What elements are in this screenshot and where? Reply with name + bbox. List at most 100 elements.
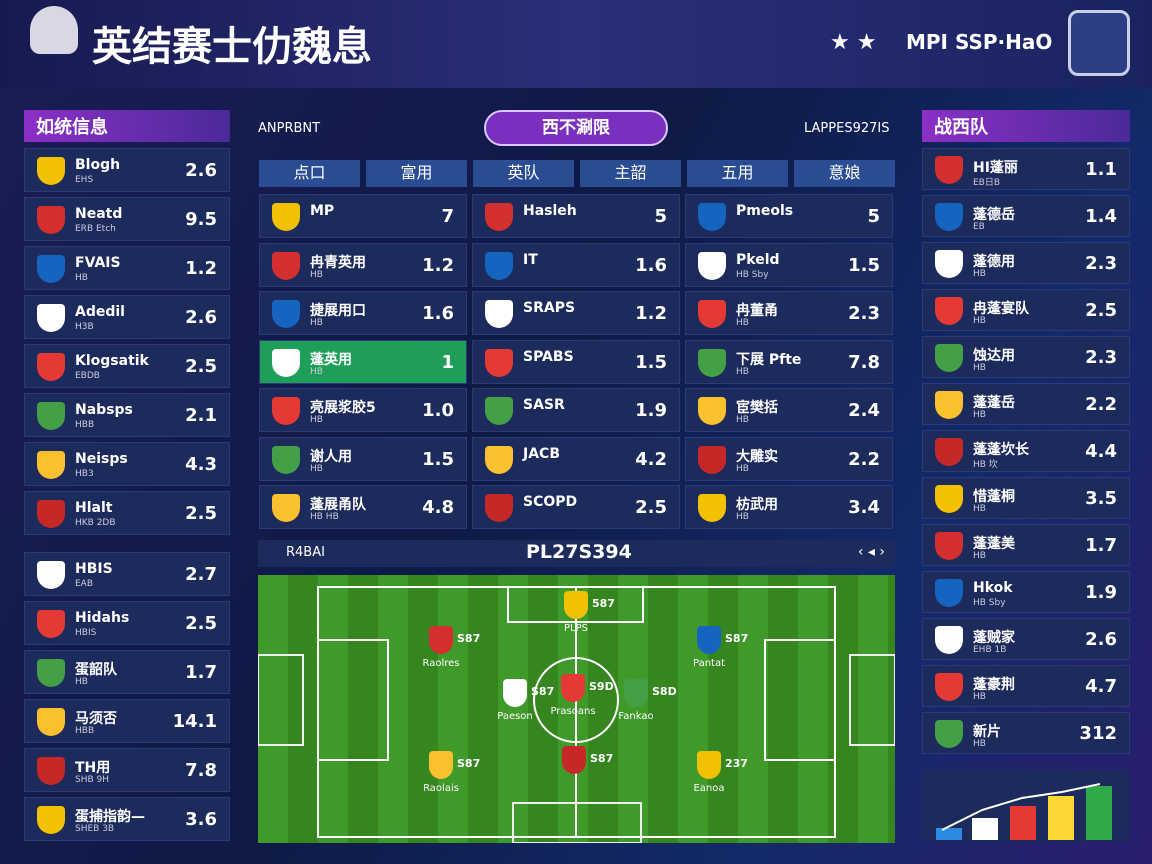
column-header: 五用	[687, 160, 788, 187]
row-sub: HB	[973, 269, 986, 279]
flag	[485, 348, 513, 377]
row-sub: SHEB 3B	[75, 824, 115, 834]
row-sub: SHB 9H	[75, 775, 110, 785]
row-name: 蓬蓬岳	[973, 395, 1015, 411]
row-name: 蓬德岳	[973, 207, 1015, 223]
flag	[485, 251, 513, 280]
row-value: 1.5	[422, 448, 454, 470]
row-sub: HB	[310, 415, 323, 425]
column-header: 主韶	[580, 160, 681, 187]
flag	[37, 757, 65, 785]
row-name: HI蓬丽	[973, 160, 1018, 176]
player-name: Fankao	[618, 711, 654, 722]
row-name: Hasleh	[523, 203, 577, 219]
flag	[485, 494, 513, 522]
flag	[272, 251, 300, 280]
grid-cell: 蓬英用 HB 1	[259, 339, 467, 384]
player-name: Eanoa	[693, 783, 725, 794]
row-value: 2.5	[635, 497, 667, 518]
left-row: Hlalt HKB 2DB 2.5	[24, 491, 230, 535]
row-name: Pmeols	[736, 203, 794, 219]
row-value: 312	[1079, 723, 1117, 744]
row-value: 2.5	[185, 503, 217, 524]
player-name: Pantat	[692, 658, 726, 669]
player-badge	[697, 626, 721, 654]
player-tag: S87	[725, 632, 749, 645]
row-name: SASR	[523, 397, 565, 413]
row-sub: HB	[973, 551, 986, 561]
right-row: 蓬豪荆 HB 4.7	[922, 665, 1130, 707]
row-sub: EB	[973, 222, 985, 232]
row-sub: EBDB	[75, 371, 100, 381]
row-value: 1.2	[185, 258, 217, 279]
row-name: 冉青英用	[310, 254, 366, 271]
right-row: 惜蓬桐 HB 3.5	[922, 477, 1130, 519]
player-badge	[429, 751, 453, 779]
row-value: 2.6	[1085, 629, 1117, 650]
row-sub: HB	[973, 692, 986, 702]
row-value: 1.5	[635, 351, 667, 373]
left-title: 如统信息	[24, 110, 230, 142]
row-name: SRAPS	[523, 300, 576, 316]
row-sub: EHB 1B	[973, 645, 1007, 655]
flag	[935, 156, 963, 184]
row-sub: HB	[310, 318, 323, 328]
player-badge	[562, 746, 586, 774]
row-value: 3.5	[1085, 488, 1117, 509]
bar-controls[interactable]: ‹ ◂ ›	[857, 544, 885, 560]
badge[interactable]	[1068, 10, 1130, 76]
row-value: 2.3	[1085, 347, 1117, 368]
row-sub: HB	[736, 512, 749, 522]
flag	[37, 402, 65, 430]
row-value: 2.3	[1085, 253, 1117, 274]
flag	[37, 451, 65, 479]
row-value: 1.9	[1085, 582, 1117, 603]
flag	[485, 445, 513, 474]
flag	[37, 806, 65, 834]
grid-cell: 谢人用 HB 1.5	[259, 436, 467, 481]
row-value: 7	[441, 206, 454, 227]
right-row: 新片 HB 312	[922, 712, 1130, 754]
flag	[272, 203, 300, 231]
row-value: 2.6	[185, 307, 217, 328]
row-name: 谢人用	[310, 448, 352, 465]
row-sub: HB	[973, 410, 986, 420]
grid-cell: SRAPS 1.2	[472, 291, 680, 335]
right-row: 蓬德用 HB 2.3	[922, 242, 1130, 284]
flag	[272, 445, 300, 474]
flag	[935, 673, 963, 701]
row-sub: HB	[973, 316, 986, 326]
player-badge	[503, 679, 527, 707]
filter-button[interactable]: 西不涮限	[484, 110, 668, 146]
grid-cell: 大雕实 HB 2.2	[685, 436, 893, 481]
player-name: Paeson	[497, 711, 533, 722]
player-tag: S87	[457, 757, 481, 770]
flag	[698, 494, 726, 522]
grid-cell: 蓬展甬队 HB HB 4.8	[259, 485, 467, 529]
row-sub: HB Sby	[736, 269, 769, 280]
row-sub: HB	[75, 273, 88, 283]
flag	[698, 445, 726, 474]
player-name: Raolres	[422, 658, 460, 669]
flag	[37, 353, 65, 381]
row-sub: H3B	[75, 322, 94, 332]
player-badge	[697, 751, 721, 779]
row-value: 2.5	[1085, 300, 1117, 321]
column-header: 意娘	[794, 160, 895, 187]
right-row: 冉蓬宴队 HB 2.5	[922, 289, 1130, 331]
right-title: 战西队	[922, 110, 1130, 142]
row-value: 1.7	[185, 662, 217, 683]
right-row: 蓬贼家 EHB 1B 2.6	[922, 618, 1130, 660]
row-value: 1.5	[848, 254, 880, 276]
row-value: 5	[654, 206, 667, 227]
row-name: 蓬贼家	[973, 630, 1015, 646]
title: 英结赛士仂魏息	[92, 24, 372, 70]
player-tag: 587	[592, 597, 615, 610]
row-sub: EAB	[75, 579, 94, 589]
row-value: 3.4	[848, 497, 880, 518]
flag	[272, 494, 300, 522]
row-value: 2.3	[848, 303, 880, 324]
flag	[935, 579, 963, 607]
flag	[37, 304, 65, 332]
bar-label: R4BAI	[286, 545, 325, 560]
